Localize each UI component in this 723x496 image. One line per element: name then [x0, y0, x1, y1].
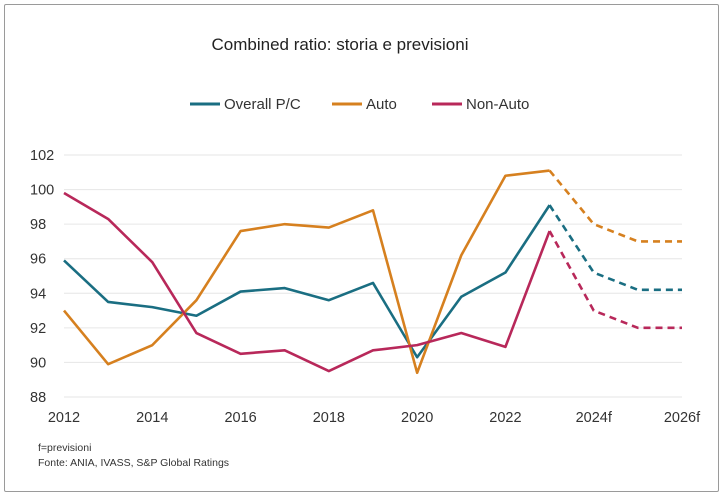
- y-tick-label: 92: [30, 321, 46, 337]
- chart-title: Combined ratio: storia e previsioni: [211, 35, 468, 54]
- y-tick-label: 102: [30, 148, 54, 164]
- x-tick-label: 2014: [136, 410, 168, 426]
- y-tick-label: 90: [30, 355, 46, 371]
- y-tick-label: 94: [30, 286, 46, 302]
- series-line-overall-p-c: [63, 204, 551, 359]
- series-forecast-line-overall-p-c: [548, 204, 682, 292]
- series-lines: [62, 169, 682, 375]
- x-tick-label: 2020: [401, 410, 433, 426]
- x-tick-label: 2024f: [576, 410, 613, 426]
- source-note: Fonte: ANIA, IVASS, S&P Global Ratings: [38, 457, 229, 469]
- grid-lines: [64, 154, 682, 398]
- series-forecast-line-non-auto: [548, 230, 682, 330]
- y-tick-label: 100: [30, 183, 54, 199]
- forecast-note: f=previsioni: [38, 442, 91, 454]
- legend-label-non-auto: Non-Auto: [466, 96, 529, 113]
- series-line-auto: [62, 169, 550, 375]
- x-axis-ticks: 2012 2014 2016 2018 2020 2022 2024f 2026f: [48, 410, 701, 426]
- chart-frame: [4, 4, 719, 492]
- series-line-non-auto: [63, 191, 551, 373]
- y-axis-ticks: 88 90 92 94 96 98 100 102: [30, 148, 54, 406]
- legend-label-overall-p-c: Overall P/C: [224, 96, 301, 113]
- x-tick-label: 2012: [48, 410, 80, 426]
- x-tick-label: 2026f: [664, 410, 701, 426]
- x-tick-label: 2022: [489, 410, 521, 426]
- y-tick-label: 96: [30, 252, 46, 268]
- series-forecast-line-auto: [548, 169, 682, 243]
- legend: Overall P/C Auto Non-Auto: [190, 96, 529, 113]
- x-tick-label: 2018: [313, 410, 345, 426]
- legend-label-auto: Auto: [366, 96, 397, 113]
- y-tick-label: 98: [30, 217, 46, 233]
- x-tick-label: 2016: [224, 410, 256, 426]
- y-tick-label: 88: [30, 390, 46, 406]
